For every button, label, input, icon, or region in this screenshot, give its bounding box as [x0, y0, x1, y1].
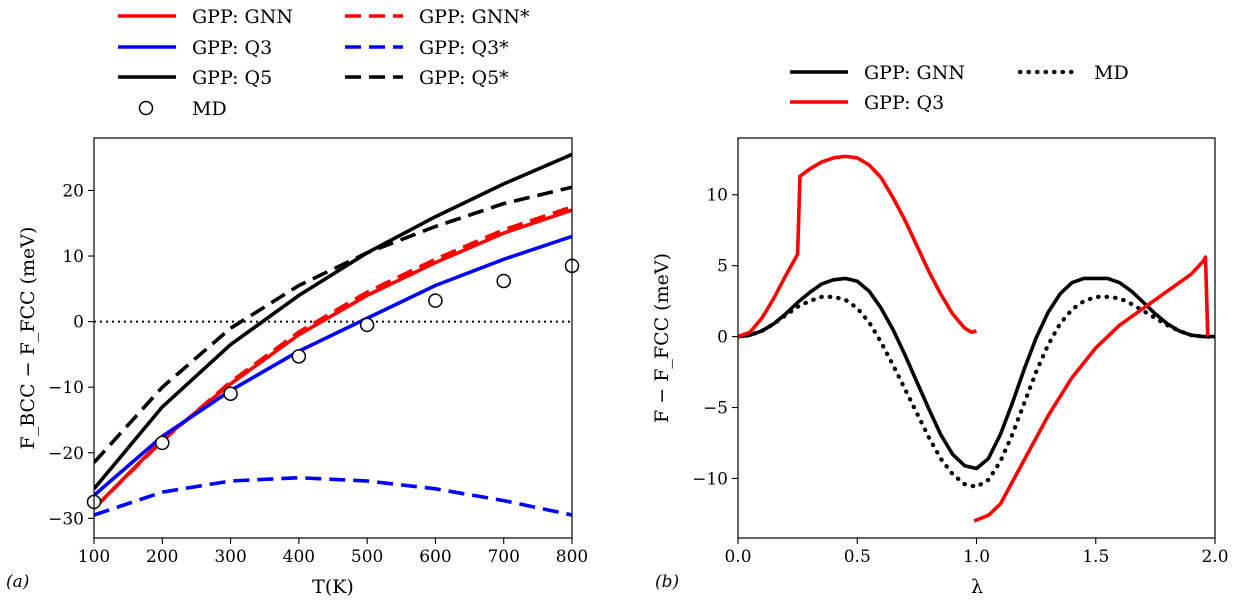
y-tick-label: 10 [706, 186, 728, 206]
y-tick-label: 0 [717, 328, 728, 348]
y-tick-label: 10 [62, 247, 84, 267]
y-tick-label: −10 [48, 378, 84, 398]
point-md-4 [359, 317, 375, 333]
x-axis-label-b: λ [971, 576, 983, 598]
y-ticks-b: −10 −5 0 5 10 [692, 186, 738, 489]
legend-label-gpp-q3-star: GPP: Q3* [419, 37, 509, 59]
legend-label-gpp-q5: GPP: Q5 [192, 67, 272, 89]
y-axis-label-a: F_BCC − F_FCC (meV) [17, 227, 39, 450]
y-ticks-a: −30 −20 −10 0 10 20 [48, 181, 94, 529]
axes-frame-b [737, 137, 1216, 539]
series-line-gpp-q5 [94, 152, 572, 490]
legend-label-gpp-gnn: GPP: GNN [192, 6, 293, 28]
legend-label-md: MD [192, 98, 227, 120]
legend-label-gpp-q3: GPP: Q3 [864, 92, 944, 114]
panel-a: GPP: GNN GPP: Q3 GPP: Q5 MD GPP: GNN* GPP: Q3… [6, 6, 588, 598]
x-tick-label: 600 [419, 547, 451, 567]
x-tick-label: 0.5 [844, 547, 871, 567]
panel-label-a: (a) [6, 572, 29, 592]
plot-area-b [738, 154, 1215, 523]
y-tick-label: −30 [48, 509, 84, 529]
legend-marker-md [138, 100, 154, 116]
panel-label-b: (b) [655, 572, 679, 592]
y-tick-label: 5 [717, 257, 728, 277]
series-line-gpp-gnn-star [94, 205, 572, 510]
series-line-gpp-q5-star [94, 185, 572, 464]
legend-label-gpp-gnn: GPP: GNN [864, 62, 965, 84]
panel-b: GPP: GNN GPP: Q3 MD 0.0 0.5 1.0 1.5 2.0 −10 −5 0… [651, 62, 1229, 598]
x-tick-label: 500 [351, 547, 383, 567]
x-tick-label: 800 [556, 547, 588, 567]
y-axis-label-b: F − F_FCC (meV) [651, 253, 673, 423]
y-tick-label: −5 [703, 399, 728, 419]
legend-label-gpp-q5-star: GPP: Q5* [419, 67, 509, 89]
series-line-gpp-gnn [94, 208, 572, 510]
legend-a: GPP: GNN GPP: Q3 GPP: Q5 MD GPP: GNN* GPP: Q3… [118, 6, 530, 120]
x-ticks-b: 0.0 0.5 1.0 1.5 2.0 [724, 538, 1229, 567]
x-tick-label: 400 [283, 547, 315, 567]
x-tick-label: 300 [214, 547, 246, 567]
point-md-3 [291, 349, 307, 364]
legend-label-gpp-gnn-star: GPP: GNN* [419, 6, 530, 28]
y-tick-label: −20 [48, 444, 84, 464]
y-tick-label: −10 [692, 469, 728, 489]
x-tick-label: 0.0 [724, 547, 751, 567]
y-tick-label: 20 [62, 181, 84, 201]
y-tick-label: 0 [73, 313, 84, 333]
x-tick-label: 1.0 [963, 547, 990, 567]
plot-area-a [86, 152, 580, 517]
series-line-gpp-q3 [94, 234, 572, 497]
series-line-gpp-q3-star [94, 475, 572, 517]
x-tick-label: 1.5 [1082, 547, 1109, 567]
x-tick-label: 100 [78, 547, 110, 567]
x-tick-label: 2.0 [1201, 547, 1228, 567]
x-tick-label: 700 [487, 547, 519, 567]
series-line-gpp-q3 [738, 154, 1210, 523]
point-md-2 [223, 386, 238, 401]
series-line-gpp-gnn [738, 276, 1215, 471]
x-tick-label: 200 [146, 547, 178, 567]
series-line-md [738, 294, 1215, 489]
legend-label-gpp-q3: GPP: Q3 [192, 37, 272, 59]
x-ticks-a: 100 200 300 400 500 600 700 800 [78, 538, 588, 567]
point-md-6 [496, 273, 511, 289]
point-md-1 [155, 435, 170, 451]
legend-label-md: MD [1094, 62, 1129, 84]
point-md-5 [428, 293, 443, 308]
axes-frame-a [93, 137, 573, 539]
x-axis-label-a: T(K) [312, 576, 354, 598]
legend-b: GPP: GNN GPP: Q3 MD [790, 62, 1129, 114]
